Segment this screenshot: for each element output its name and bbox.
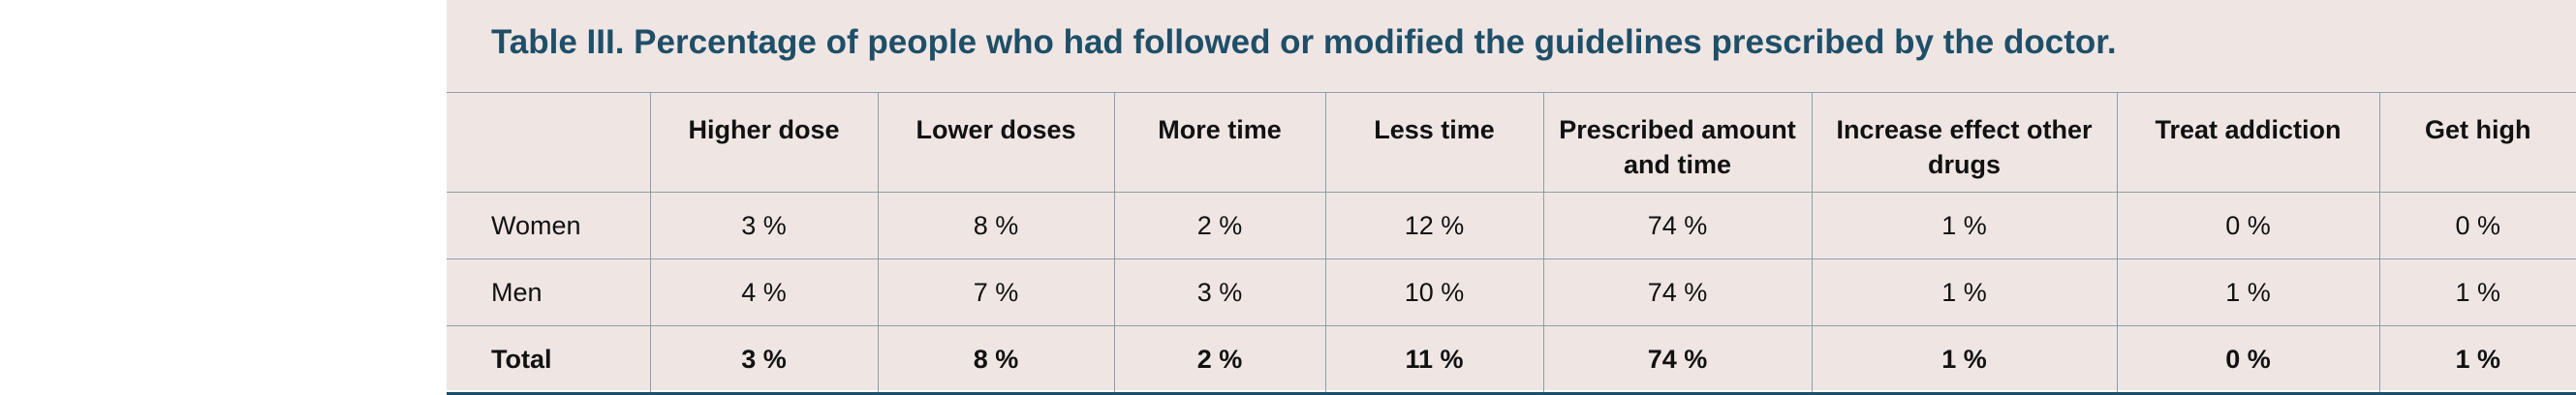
table-cell: 74 % — [1543, 258, 1813, 326]
column-header: Less time — [1325, 92, 1544, 193]
table-cell: 0 % — [2379, 192, 2576, 259]
table-row-total: Total 3 % 8 % 2 % 11 % 74 % 1 % 0 % 1 % — [447, 325, 2576, 395]
table-row-men: Men 4 % 7 % 3 % 10 % 74 % 1 % 1 % 1 % — [447, 258, 2576, 326]
table-cell: 3 % — [650, 192, 879, 259]
table-cell: 1 % — [2379, 258, 2576, 326]
header-corner-cell — [447, 92, 651, 193]
table-cell: 2 % — [1114, 325, 1326, 395]
table-cell: 8 % — [878, 192, 1115, 259]
table-cell: 74 % — [1543, 325, 1813, 395]
column-header: Treat addiction — [2117, 92, 2380, 193]
column-header: Lower doses — [878, 92, 1115, 193]
table-cell: 12 % — [1325, 192, 1544, 259]
table-cell: 4 % — [650, 258, 879, 326]
table-row-women: Women 3 % 8 % 2 % 12 % 74 % 1 % 0 % 0 % — [447, 192, 2576, 259]
column-header: Higher dose — [650, 92, 879, 193]
table-cell: 8 % — [878, 325, 1115, 395]
row-label: Men — [447, 258, 651, 326]
header-row: Higher dose Lower doses More time Less t… — [447, 92, 2576, 193]
table-cell: 11 % — [1325, 325, 1544, 395]
table-cell: 10 % — [1325, 258, 1544, 326]
table-panel: Table III. Percentage of people who had … — [447, 0, 2576, 395]
table-cell: 0 % — [2117, 192, 2380, 259]
table-cell: 3 % — [1114, 258, 1326, 326]
table-cell: 1 % — [1812, 325, 2118, 395]
table-cell: 1 % — [1812, 258, 2118, 326]
table-cell: 0 % — [2117, 325, 2380, 395]
column-header: Get high — [2379, 92, 2576, 193]
table-cell: 2 % — [1114, 192, 1326, 259]
column-header: Prescribed amount and time — [1543, 92, 1813, 193]
table-cell: 1 % — [2117, 258, 2380, 326]
table-cell: 1 % — [1812, 192, 2118, 259]
table-cell: 7 % — [878, 258, 1115, 326]
row-label: Total — [447, 325, 651, 395]
table-cell: 3 % — [650, 325, 879, 395]
column-header: Increase effect other drugs — [1812, 92, 2118, 193]
table-cell: 1 % — [2379, 325, 2576, 395]
column-header: More time — [1114, 92, 1326, 193]
table-title: Table III. Percentage of people who had … — [491, 23, 2117, 61]
guidelines-table: Higher dose Lower doses More time Less t… — [447, 92, 2576, 395]
row-label: Women — [447, 192, 651, 259]
table-cell: 74 % — [1543, 192, 1813, 259]
